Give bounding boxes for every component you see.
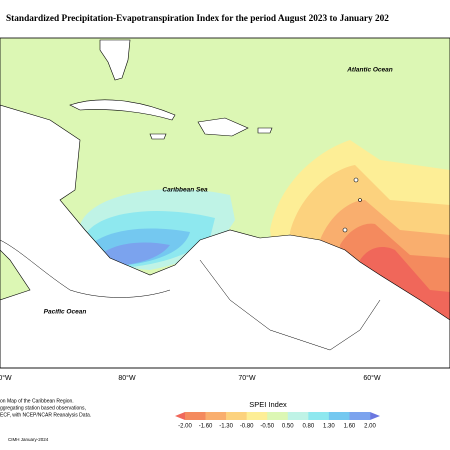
- legend-label: -0.50: [260, 424, 274, 430]
- legend-label: -2.00: [178, 424, 192, 430]
- legend: SPEI Index -2.00 -1.60 -1.30 -0.80 -0.50 0.50…: [175, 400, 380, 430]
- legend-label: 1.60: [344, 424, 356, 430]
- frame: [0, 37, 450, 369]
- lon-label: 60°W: [363, 374, 381, 382]
- legend-swatch: [328, 412, 350, 420]
- legend-label: -1.60: [199, 424, 213, 430]
- lon-label: 80°W: [118, 374, 136, 382]
- legend-swatch: [308, 412, 330, 420]
- legend-swatch: [185, 412, 206, 420]
- lon-label: 0°W: [0, 374, 12, 382]
- title: Standardized Precipitation-Evapotranspir…: [6, 14, 389, 24]
- footer: on Map of the Caribbean Region. ggregati…: [0, 398, 91, 442]
- note: ECF, with NCEP/NCAR Reanalysis Data.: [0, 412, 91, 418]
- land: [149, 133, 167, 140]
- legend-label: 2.00: [364, 424, 376, 430]
- land: [0, 104, 450, 369]
- border: [199, 259, 381, 351]
- legend-arrow: [175, 412, 185, 420]
- ocean-label: Pacific Ocean: [44, 309, 87, 316]
- island: [353, 177, 359, 183]
- border: [0, 239, 171, 298]
- legend-swatch: [226, 412, 247, 420]
- land: [69, 99, 176, 121]
- island: [358, 198, 362, 202]
- legend-swatch: [205, 412, 227, 420]
- sea-label: Caribbean Sea: [162, 187, 208, 194]
- land: [197, 117, 249, 137]
- legend-title: SPEI Index: [249, 400, 287, 409]
- legend-swatch: [246, 412, 268, 420]
- legend-swatch: [349, 412, 371, 420]
- legend-label: 0.50: [282, 424, 294, 430]
- legend-label: 1.30: [323, 424, 335, 430]
- legend-arrow: [370, 412, 380, 420]
- island: [342, 227, 348, 233]
- note: on Map of the Caribbean Region.: [0, 398, 74, 404]
- credit: CIMH January-2024: [8, 437, 49, 442]
- ocean-label: Atlantic Ocean: [346, 67, 393, 74]
- longitude-labels: 0°W 80°W 70°W 60°W: [0, 374, 381, 382]
- land: [99, 39, 131, 81]
- legend-swatch: [287, 412, 309, 420]
- legend-swatch: [267, 412, 289, 420]
- legend-label: 0.80: [302, 424, 314, 430]
- lon-label: 70°W: [238, 374, 256, 382]
- note: ggregating station based observations,: [0, 405, 86, 411]
- spei-area: [100, 242, 170, 266]
- legend-label: -1.30: [219, 424, 233, 430]
- legend-label: -0.80: [240, 424, 254, 430]
- map: Atlantic Ocean Caribbean Sea Pacific Oce…: [0, 37, 450, 369]
- land: [257, 127, 273, 134]
